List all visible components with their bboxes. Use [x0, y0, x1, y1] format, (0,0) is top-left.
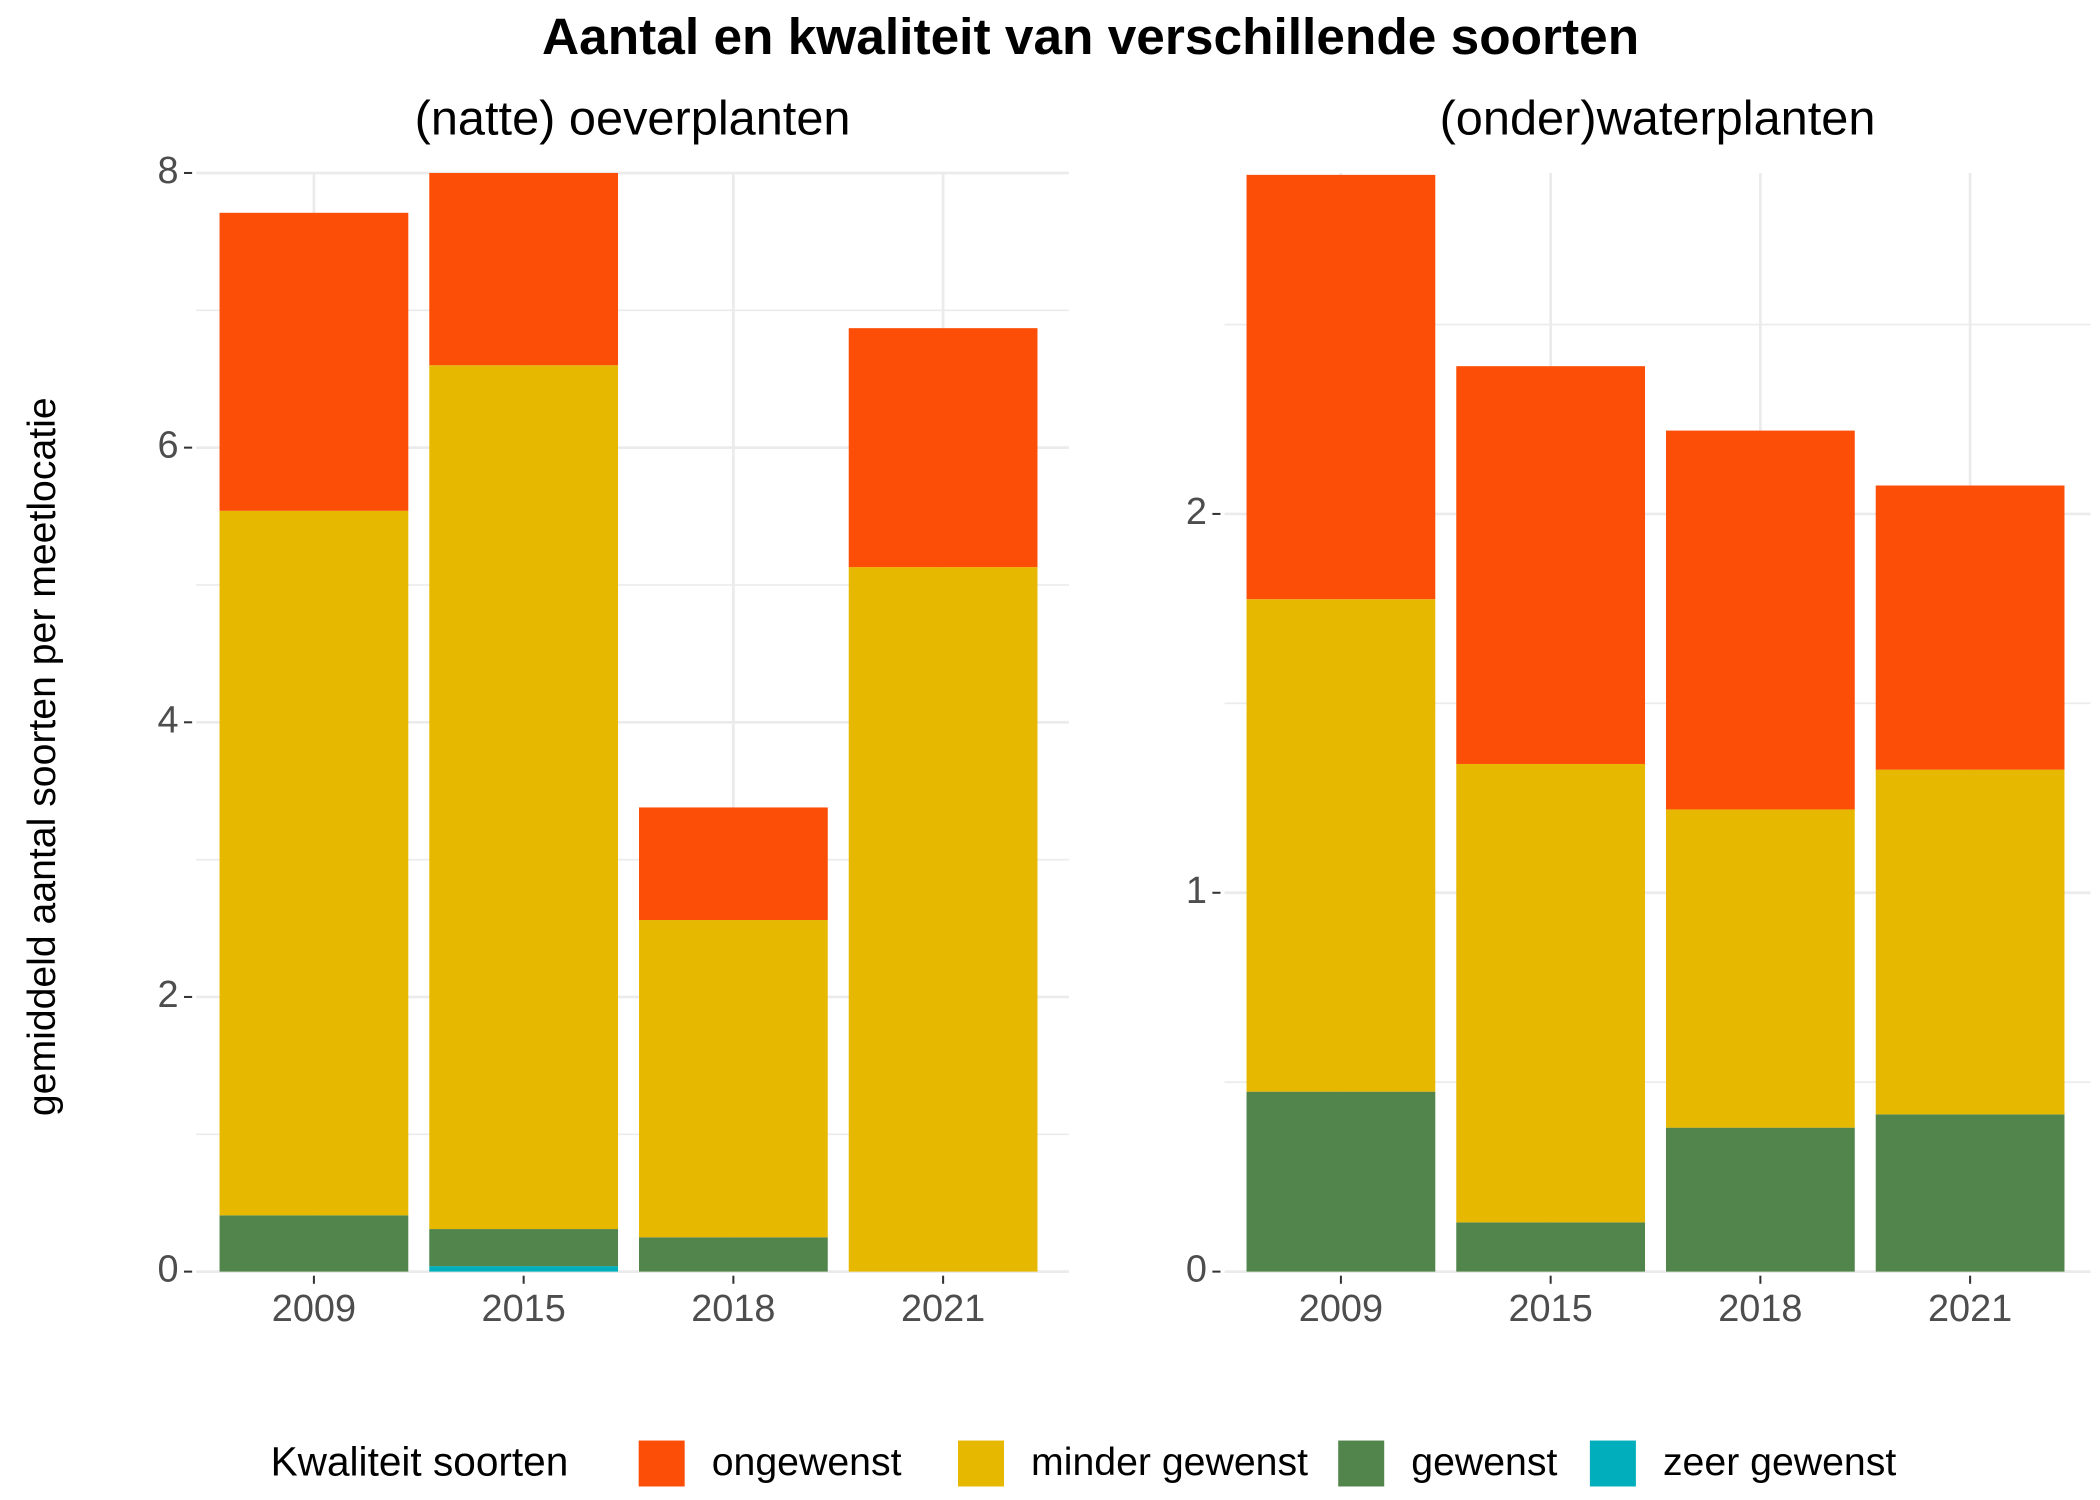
y-tick-label: 6: [158, 425, 179, 467]
y-tick-label: 1: [1186, 870, 1207, 912]
bar-segment: [1665, 1127, 1855, 1272]
bar-segment: [429, 1229, 619, 1267]
legend-label: minder gewenst: [1031, 1441, 1308, 1484]
panel-title: (natte) oeverplanten: [415, 92, 851, 146]
bar-segment: [848, 328, 1038, 568]
x-tick-label: 2015: [1508, 1288, 1592, 1330]
x-tick-label: 2015: [482, 1288, 566, 1330]
y-tick-label: 0: [1186, 1249, 1207, 1291]
y-tick-label: 2: [1186, 491, 1207, 533]
legend-swatch: [638, 1440, 685, 1487]
bar-segment: [1875, 485, 2065, 770]
bar-segment: [1456, 366, 1646, 764]
bar-segment: [638, 807, 828, 921]
bar-segment: [1246, 174, 1436, 600]
bar-segment: [1246, 599, 1436, 1092]
bar-segment: [429, 172, 619, 366]
legend-swatch: [1338, 1440, 1385, 1487]
y-tick-label: 4: [158, 699, 179, 741]
bar-segment: [1456, 763, 1646, 1223]
bar-segment: [1875, 1114, 2065, 1272]
x-tick-label: 2018: [691, 1288, 775, 1330]
panel-title: (onder)waterplanten: [1440, 92, 1876, 146]
bar-segment: [219, 510, 409, 1216]
bar-segment: [429, 1266, 619, 1272]
legend-swatch: [1589, 1440, 1636, 1487]
y-axis-label: gemiddeld aantal soorten per meetlocatie: [21, 397, 64, 1116]
y-tick-label: 2: [158, 974, 179, 1016]
y-tick-label: 0: [158, 1249, 179, 1291]
x-tick-label: 2018: [1718, 1288, 1802, 1330]
bar-segment: [1665, 430, 1855, 810]
legend-swatch: [957, 1440, 1004, 1487]
y-tick-label: 8: [158, 150, 179, 192]
bar-segment: [219, 212, 409, 511]
bar-segment: [1246, 1091, 1436, 1272]
chart-title: Aantal en kwaliteit van verschillende so…: [542, 7, 1639, 65]
x-tick-label: 2009: [1299, 1288, 1383, 1330]
x-tick-label: 2009: [272, 1288, 356, 1330]
bar-segment: [1456, 1222, 1646, 1272]
bar-segment: [638, 920, 828, 1238]
bar-segment: [638, 1237, 828, 1272]
bar-segment: [1665, 809, 1855, 1128]
legend-label: gewenst: [1411, 1441, 1557, 1484]
legend-label: zeer gewenst: [1663, 1441, 1896, 1484]
bar-segment: [219, 1215, 409, 1272]
bar-segment: [848, 567, 1038, 1272]
legend-label: ongewenst: [712, 1441, 902, 1484]
x-tick-label: 2021: [1928, 1288, 2012, 1330]
bar-segment: [1875, 769, 2065, 1115]
legend-title: Kwaliteit soorten: [271, 1439, 569, 1485]
bar-segment: [429, 365, 619, 1230]
x-tick-label: 2021: [901, 1288, 985, 1330]
